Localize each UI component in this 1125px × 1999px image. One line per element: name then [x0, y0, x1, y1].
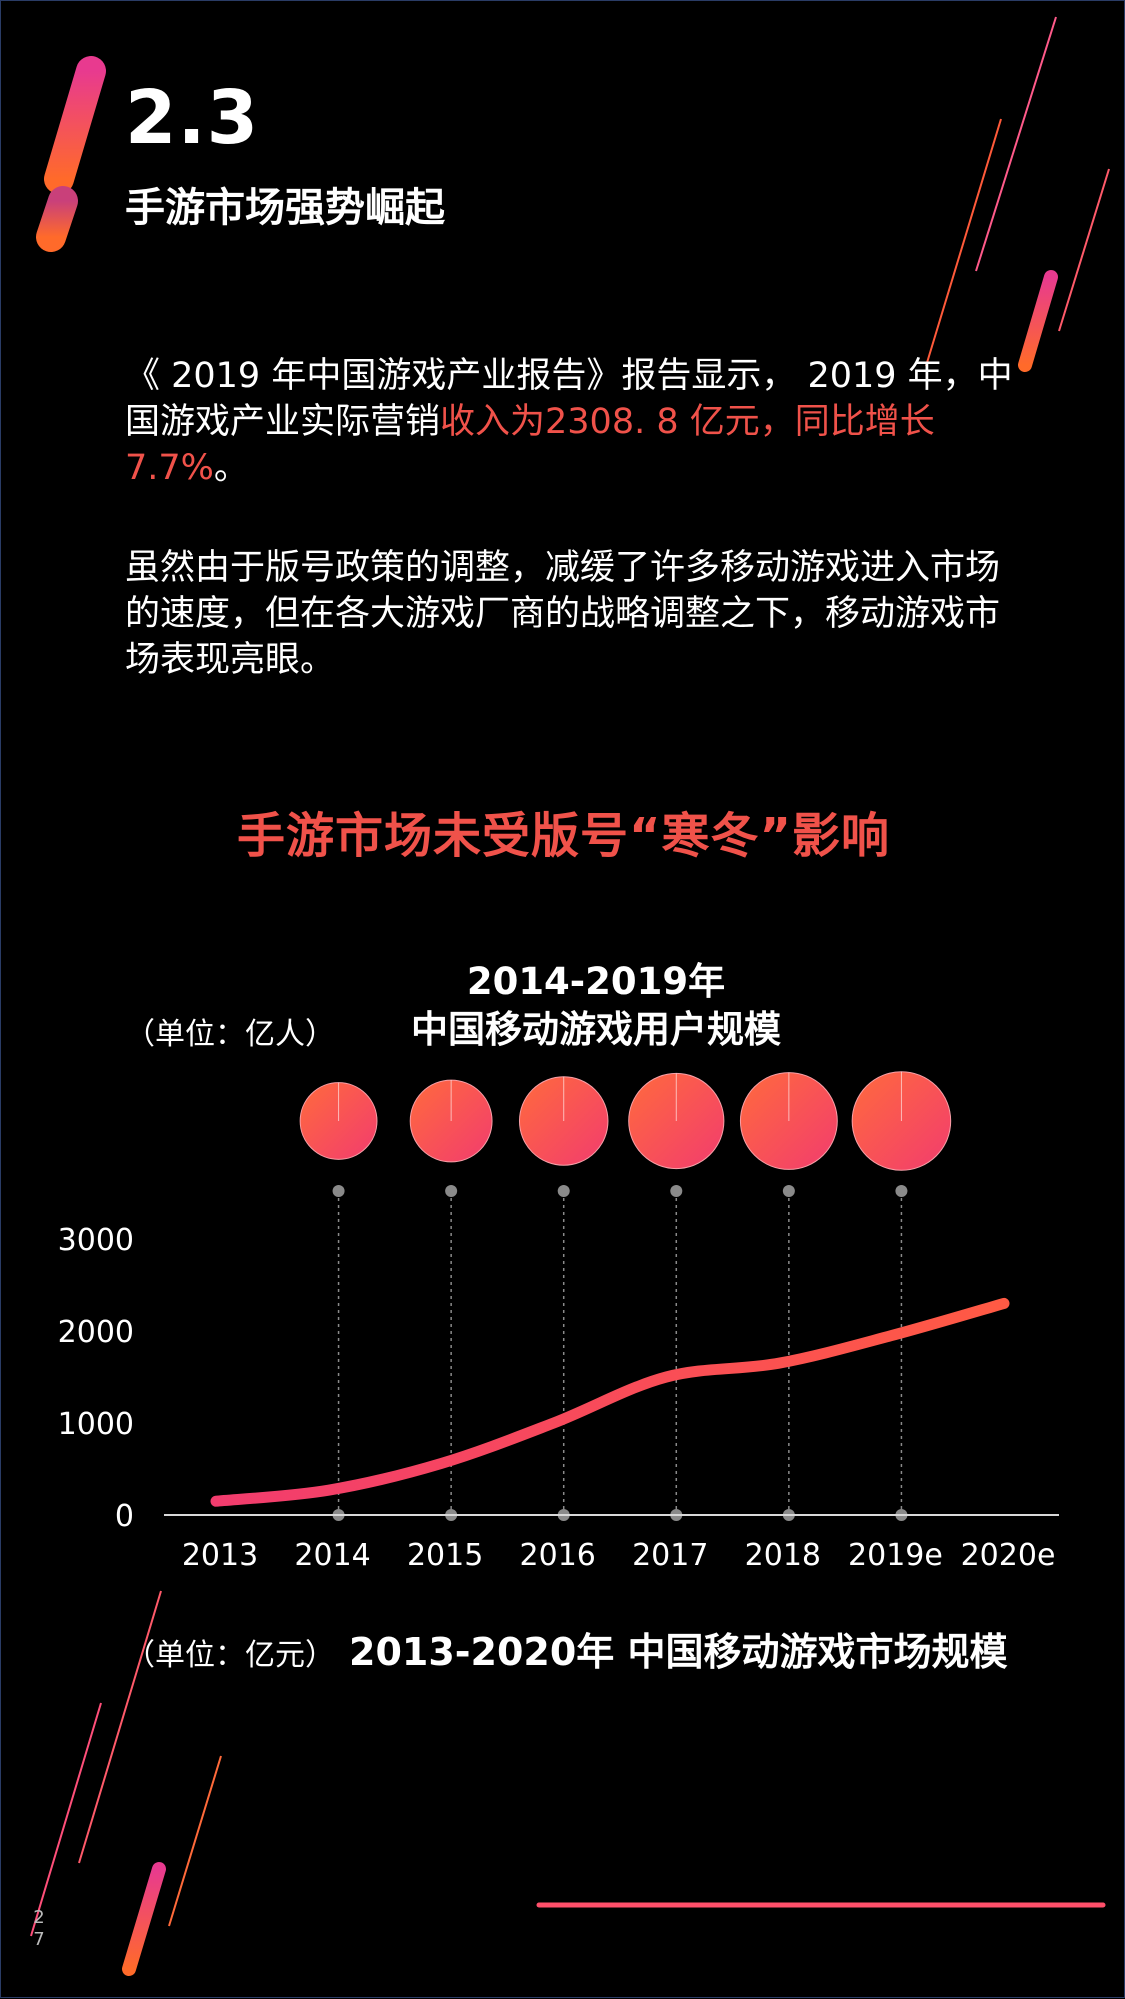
drop-dot-top [332, 1185, 345, 1197]
drop-lines [332, 1185, 908, 1521]
users-chart-title-line2: 中国移动游戏用户规模 [411, 1008, 781, 1051]
y-tick-label: 3000 [58, 1223, 134, 1258]
page-number: 2 7 [31, 1907, 47, 1951]
paragraph-report-highlight: 收入为2308. 8 亿元，同比增长7.7% [125, 402, 935, 488]
drop-dot-top [557, 1185, 570, 1197]
line-stroke-bl-1 [78, 1590, 162, 1864]
paragraph-report: 《 2019 年中国游戏产业报告》报告显示， 2019 年，中国游戏产业实际营销… [125, 353, 1025, 491]
drop-dot-top [895, 1185, 908, 1197]
line-stroke-tr-3 [1058, 168, 1110, 332]
x-tick-label: 2019e [848, 1538, 943, 1573]
user-bubbles [299, 1071, 952, 1171]
users-chart-title-line1: 2014-2019年 [466, 960, 726, 1003]
y-ticks: 0 1000 2000 3000 [58, 1223, 134, 1534]
paragraph-report-tail: 。 [213, 448, 249, 488]
line-stroke-bl-2 [30, 1702, 102, 1937]
x-tick-label: 2014 [294, 1538, 370, 1573]
page-number-digit: 2 [33, 1907, 45, 1928]
pill-stroke-tr [1018, 270, 1058, 372]
drop-dot-top [782, 1185, 795, 1197]
x-ticks: 2013 2014 2015 2016 2017 2018 2019e 2020e [182, 1538, 1056, 1573]
users-chart-unit: （单位：亿人） [125, 1017, 335, 1052]
x-tick-label: 2013 [182, 1538, 258, 1573]
x-tick-label: 2020e [961, 1538, 1056, 1573]
headline: 手游市场未受版号“寒冬”影响 [236, 808, 891, 864]
paragraph-policy: 虽然由于版号政策的调整，减缓了许多移动游戏进入市场的速度，但在各大游戏厂商的战略… [125, 548, 1001, 680]
pill-stroke-bl [122, 1862, 166, 1976]
market-chart-caption: （单位：亿元） 2013-2020年 中国移动游戏市场规模 [125, 1621, 1008, 1676]
y-tick-label: 1000 [58, 1407, 134, 1442]
line-stroke-bl-3 [168, 1755, 222, 1927]
market-chart-title: 2013-2020年 中国移动游戏市场规模 [349, 1630, 1008, 1674]
page-number-digit: 7 [33, 1929, 45, 1950]
section-title: 手游市场强势崛起 [125, 185, 445, 231]
y-tick-label: 0 [115, 1499, 134, 1534]
pill-stroke-top-small [36, 186, 78, 252]
pill-stroke-top-large [44, 56, 106, 194]
paragraph-report-text: 《 2019 年中国游戏产业报告》报告显示， 2019 年，中国游戏产业实际营销 [125, 356, 1013, 442]
drop-dot-top [670, 1185, 683, 1197]
x-tick-label: 2018 [745, 1538, 821, 1573]
y-tick-label: 2000 [58, 1315, 134, 1350]
line-stroke-tr-1 [975, 16, 1057, 272]
drop-dot-top [445, 1185, 458, 1197]
x-tick-label: 2016 [520, 1538, 596, 1573]
series-line-market-size [210, 1297, 1010, 1507]
section-number: 2.3 [125, 75, 260, 161]
x-tick-label: 2015 [407, 1538, 483, 1573]
x-tick-label: 2017 [632, 1538, 708, 1573]
line-stroke-tr-2 [925, 118, 1002, 367]
market-chart-unit: （单位：亿元） [125, 1638, 335, 1673]
